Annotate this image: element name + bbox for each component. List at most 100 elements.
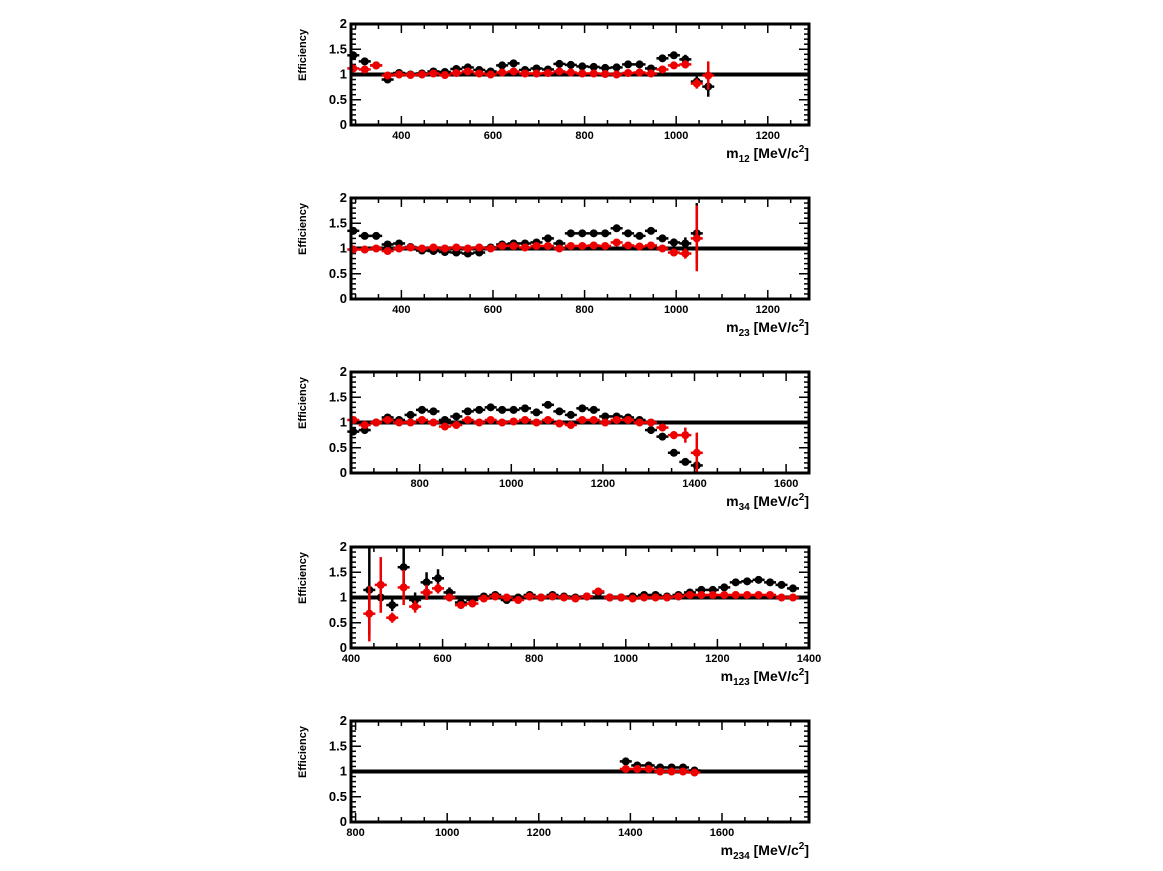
data-point (777, 580, 786, 589)
data-point (486, 244, 495, 253)
x-tick-label: 600 (484, 130, 502, 142)
data-point (406, 418, 415, 427)
data-point (399, 583, 408, 592)
y-tick-label: 1 (340, 590, 347, 605)
x-tick-label: 600 (433, 653, 451, 665)
data-point (383, 71, 392, 80)
data-point (555, 59, 564, 68)
x-tick-label: 800 (346, 827, 364, 839)
data-point (395, 244, 404, 253)
data-point (429, 407, 438, 416)
data-point (766, 578, 775, 587)
y-tick-label: 0.5 (329, 789, 347, 804)
data-point (383, 415, 392, 424)
data-point (372, 61, 381, 70)
data-point (468, 599, 477, 608)
data-point (635, 68, 644, 77)
data-point (498, 61, 507, 70)
data-point (521, 415, 530, 424)
data-point (612, 224, 621, 233)
y-tick-label: 1 (340, 764, 347, 779)
data-point (589, 241, 598, 250)
data-point (743, 577, 752, 586)
data-point (479, 594, 488, 603)
y-tick-label: 1.5 (329, 215, 347, 230)
data-point (646, 241, 655, 250)
data-point (589, 69, 598, 78)
x-tick-label: 800 (525, 653, 543, 665)
data-point (395, 418, 404, 427)
data-point (589, 415, 598, 424)
data-point (578, 415, 587, 424)
data-point (417, 405, 426, 414)
y-tick-label: 0 (340, 291, 347, 306)
x-axis-label: m34 [MeV/c2] (726, 492, 809, 513)
data-point (681, 239, 690, 248)
data-point (612, 415, 621, 424)
data-point (555, 244, 564, 253)
y-axis-label: Efficiency (297, 28, 309, 81)
data-point (594, 587, 603, 596)
data-point (463, 415, 472, 424)
y-tick-label: 0 (340, 640, 347, 655)
data-point (555, 67, 564, 76)
y-tick-label: 1 (340, 241, 347, 256)
data-point (658, 244, 667, 253)
y-axis-label: Efficiency (297, 376, 309, 429)
data-point (669, 431, 678, 440)
data-point (525, 592, 534, 601)
panel-2: 0 0.5 1 1.5 2 400 600 800 1000 1200 Efficiency m23 … (297, 190, 811, 339)
data-point (667, 767, 676, 776)
data-point (601, 418, 610, 427)
data-point (743, 590, 752, 599)
x-tick-label: 1200 (756, 130, 780, 142)
data-point (475, 243, 484, 252)
x-tick-label: 400 (392, 304, 410, 316)
data-point (646, 226, 655, 235)
data-point (509, 417, 518, 426)
data-point (521, 69, 530, 78)
data-point (440, 422, 449, 431)
y-tick-label: 1 (340, 415, 347, 430)
data-point (633, 764, 642, 773)
data-point (543, 68, 552, 77)
data-point (578, 229, 587, 238)
data-point (411, 602, 420, 611)
x-tick-label: 1200 (705, 653, 729, 665)
data-point (731, 590, 740, 599)
y-tick-label: 0 (340, 465, 347, 480)
data-point (669, 248, 678, 257)
data-point (486, 403, 495, 412)
data-point (601, 229, 610, 238)
data-point (621, 764, 630, 773)
data-point (754, 590, 763, 599)
data-point (658, 65, 667, 74)
x-tick-label: 800 (575, 130, 593, 142)
data-point (463, 67, 472, 76)
data-point (566, 421, 575, 430)
data-point (582, 592, 591, 601)
data-point (663, 593, 672, 602)
x-tick-label: 1200 (527, 827, 551, 839)
data-point (502, 593, 511, 602)
x-tick-label: 1000 (664, 130, 688, 142)
x-tick-label: 1600 (710, 827, 734, 839)
data-point (360, 421, 369, 430)
data-point (566, 410, 575, 419)
data-point (532, 408, 541, 417)
series-black (347, 400, 703, 470)
data-point (612, 63, 621, 72)
data-point (372, 418, 381, 427)
data-point (704, 71, 713, 80)
x-tick-label: 1000 (499, 478, 523, 490)
data-point (621, 757, 630, 766)
data-point (372, 231, 381, 240)
data-point (605, 593, 614, 602)
data-point (685, 590, 694, 599)
data-point (578, 404, 587, 413)
data-point (681, 457, 690, 466)
data-point (635, 231, 644, 240)
data-point (406, 243, 415, 252)
plot-frame (349, 22, 811, 127)
